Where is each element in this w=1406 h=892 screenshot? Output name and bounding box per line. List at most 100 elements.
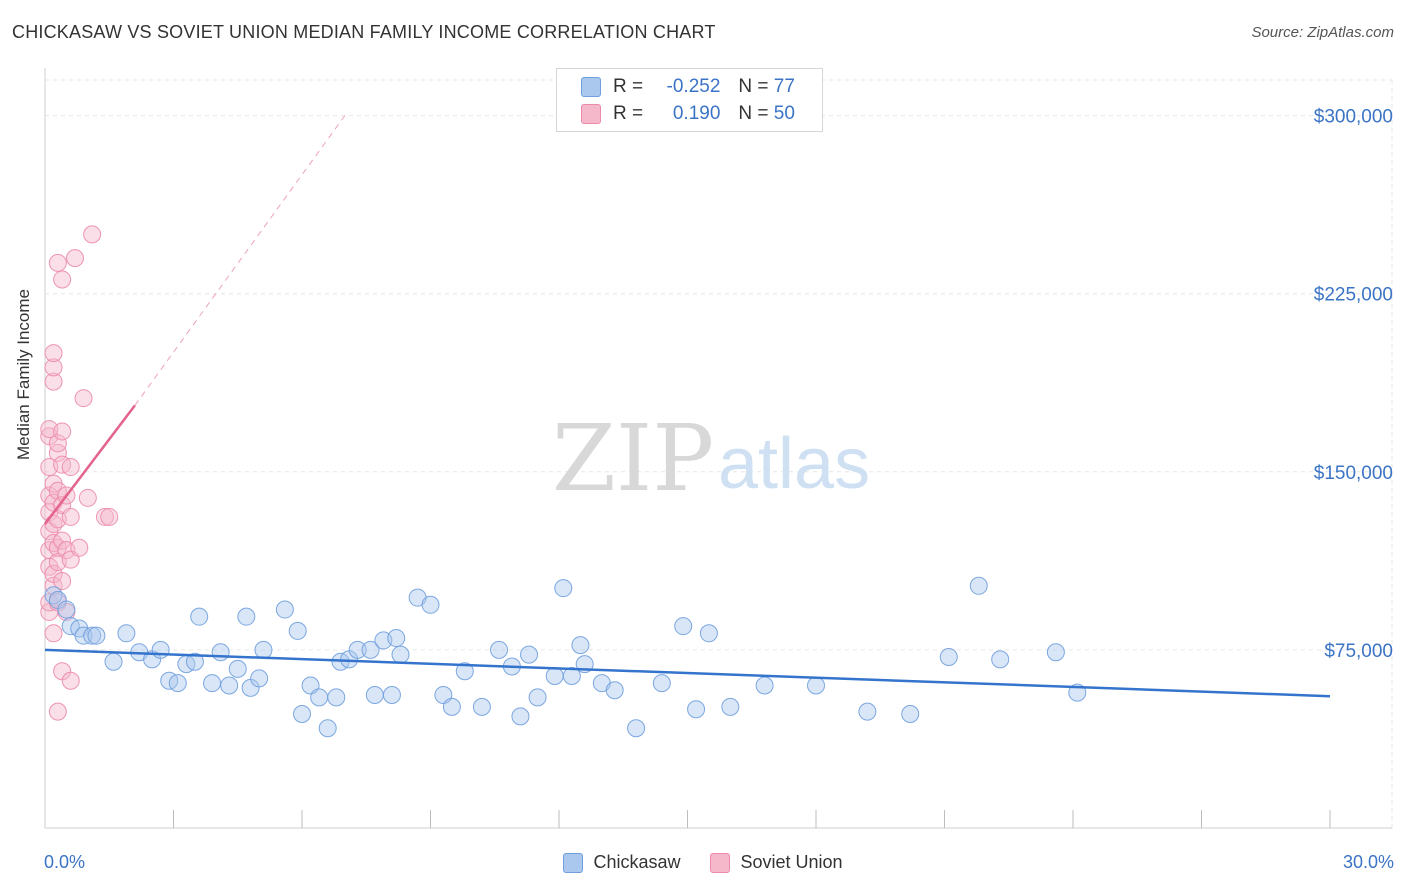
chickasaw-point (699, 624, 718, 643)
soviet-union-point (48, 253, 67, 272)
chickasaw-point (687, 700, 706, 719)
chickasaw-point (627, 719, 646, 738)
legend-n-label: N = (738, 103, 769, 124)
chickasaw-point (348, 640, 367, 659)
legend-row-soviet-union: R = 0.190 N = 50 (581, 102, 795, 126)
source-label: Source: ZipAtlas.com (1251, 24, 1394, 41)
soviet-union-point (53, 531, 72, 550)
soviet-union-point (44, 344, 63, 363)
soviet-union-point (44, 372, 63, 391)
soviet-union-point (48, 481, 67, 500)
chickasaw-point (310, 688, 329, 707)
chickasaw-point (442, 697, 461, 716)
legend-item-chickasaw[interactable]: Chickasaw (563, 852, 680, 873)
chickasaw-point (151, 640, 170, 659)
x-tick-min: 0.0% (44, 852, 86, 872)
chickasaw-point (361, 640, 380, 659)
soviet-union-point (78, 488, 97, 507)
correlation-legend: R = -0.252 N = 77 R = 0.190 N = 50 (556, 68, 823, 132)
chickasaw-point (168, 674, 187, 693)
soviet-union-point (53, 422, 72, 441)
chart-title: CHICKASAW VS SOVIET UNION MEDIAN FAMILY … (12, 22, 716, 42)
soviet-union-point (48, 434, 67, 453)
chickasaw-point (807, 676, 825, 695)
chickasaw-point (421, 595, 440, 614)
soviet-union-point (74, 389, 93, 408)
chickasaw-point (605, 681, 624, 700)
legend-r-label: R = (613, 103, 644, 124)
legend-n-value: 50 (773, 103, 795, 124)
chickasaw-point (991, 650, 1010, 669)
y-tick-labels: $75,000 $150,000 $225,000 $300,000 (1314, 107, 1393, 662)
chickasaw-point (87, 626, 106, 645)
series-legend: Chickasaw Soviet Union (0, 852, 1406, 873)
chickasaw-point (228, 659, 247, 678)
legend-swatch-blue (581, 77, 601, 97)
chickasaw-point (490, 640, 509, 659)
chickasaw-point (203, 674, 222, 693)
soviet-union-point (44, 358, 63, 377)
chickasaw-point (211, 643, 230, 662)
soviet-union-point (48, 702, 67, 721)
legend-r-label: R = (613, 76, 644, 97)
chickasaw-point (528, 688, 547, 707)
watermark-atlas: atlas (718, 424, 870, 504)
chickasaw-series (44, 576, 1087, 738)
trend-lines (44, 115, 1331, 698)
soviet-union-point (53, 572, 72, 591)
soviet-union-point (61, 458, 80, 477)
chickasaw-point (237, 607, 256, 626)
legend-row-chickasaw: R = -0.252 N = 77 (581, 75, 795, 99)
chickasaw-point (327, 688, 346, 707)
chickasaw-point (939, 648, 958, 667)
soviet-union-point (65, 249, 84, 268)
soviet-union-point (61, 671, 80, 690)
chickasaw-point (83, 626, 102, 645)
chickasaw-point (755, 676, 774, 695)
axes (44, 68, 1392, 829)
chickasaw-point (562, 667, 581, 686)
chickasaw-point (57, 600, 76, 619)
chickasaw-point (387, 629, 406, 648)
chickasaw-point (455, 662, 474, 681)
chickasaw-point (969, 576, 988, 595)
chickasaw-point (365, 686, 384, 705)
chickasaw-point (318, 719, 337, 738)
soviet-union-trend-extension (134, 115, 346, 406)
y-tick-label: $75,000 (1324, 641, 1393, 662)
soviet-union-point (100, 507, 119, 526)
legend-r-value: 0.190 (672, 103, 721, 124)
chickasaw-point (652, 674, 671, 693)
chickasaw-point (1046, 643, 1065, 662)
legend-n-label: N = (738, 76, 769, 97)
chickasaw-point (554, 579, 573, 598)
soviet-union-point (95, 507, 114, 526)
watermark-zip: ZIP (552, 405, 714, 512)
legend-swatch-pink (710, 852, 731, 873)
chickasaw-point (674, 617, 693, 636)
chickasaw-point (721, 697, 740, 716)
legend-label: Soviet Union (740, 852, 843, 872)
legend-item-soviet-union[interactable]: Soviet Union (710, 852, 843, 873)
chickasaw-point (391, 645, 410, 664)
soviet-union-point (70, 538, 89, 557)
y-tick-label: $225,000 (1314, 285, 1393, 306)
soviet-union-point (44, 624, 63, 643)
legend-swatch-pink (581, 104, 601, 124)
chickasaw-point (288, 621, 307, 640)
chickasaw-point (901, 705, 920, 724)
soviet-union-point (48, 443, 67, 462)
soviet-union-point (53, 270, 72, 289)
y-tick-label: $150,000 (1314, 463, 1393, 484)
chickasaw-point (545, 667, 564, 686)
chickasaw-point (858, 702, 877, 721)
soviet-union-point (61, 507, 80, 526)
chickasaw-point (190, 607, 209, 626)
chickasaw-point (185, 652, 204, 671)
soviet-union-trend-line (44, 404, 136, 525)
chickasaw-point (254, 640, 273, 659)
chickasaw-point (571, 636, 590, 655)
legend-label: Chickasaw (593, 852, 681, 872)
soviet-union-point (83, 225, 102, 244)
